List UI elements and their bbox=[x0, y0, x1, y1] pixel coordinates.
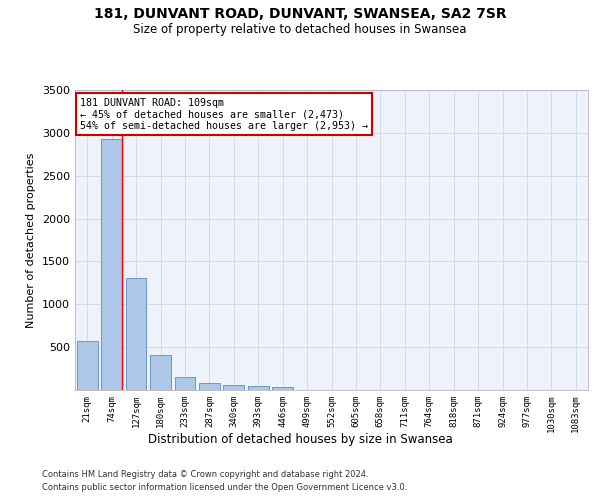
Bar bbox=[175, 376, 196, 390]
Text: 181, DUNVANT ROAD, DUNVANT, SWANSEA, SA2 7SR: 181, DUNVANT ROAD, DUNVANT, SWANSEA, SA2… bbox=[94, 8, 506, 22]
Text: 181 DUNVANT ROAD: 109sqm
← 45% of detached houses are smaller (2,473)
54% of sem: 181 DUNVANT ROAD: 109sqm ← 45% of detach… bbox=[80, 98, 368, 130]
Bar bbox=[223, 385, 244, 390]
Bar bbox=[199, 383, 220, 390]
Text: Contains HM Land Registry data © Crown copyright and database right 2024.: Contains HM Land Registry data © Crown c… bbox=[42, 470, 368, 479]
Bar bbox=[101, 139, 122, 390]
Y-axis label: Number of detached properties: Number of detached properties bbox=[26, 152, 37, 328]
Bar bbox=[150, 355, 171, 390]
Bar bbox=[77, 341, 98, 390]
Bar bbox=[248, 386, 269, 390]
Bar bbox=[272, 386, 293, 390]
Bar bbox=[125, 278, 146, 390]
Text: Contains public sector information licensed under the Open Government Licence v3: Contains public sector information licen… bbox=[42, 482, 407, 492]
Text: Size of property relative to detached houses in Swansea: Size of property relative to detached ho… bbox=[133, 22, 467, 36]
Text: Distribution of detached houses by size in Swansea: Distribution of detached houses by size … bbox=[148, 432, 452, 446]
